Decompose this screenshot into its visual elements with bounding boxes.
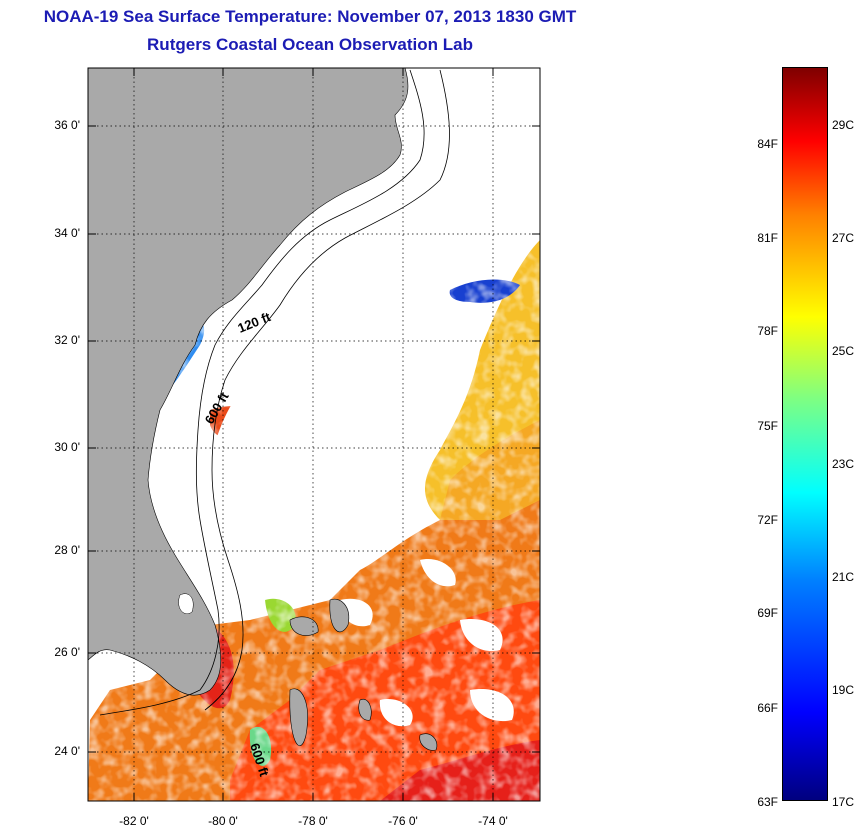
colorbar-fahrenheit-label: 75F [757,419,778,433]
lon-label: -82 0' [119,814,149,828]
colorbar-celsius-label: 27C [832,231,855,245]
lat-label: 24 0' [54,744,80,758]
map-frame [87,67,541,802]
colorbar-fahrenheit-label: 81F [757,231,778,245]
colorbar-celsius-label: 23C [832,457,855,471]
map-subtitle: Rutgers Coastal Ocean Observation Lab [147,35,473,54]
axis-ticks [88,68,540,801]
colorbar-fahrenheit-label: 63F [757,795,778,809]
colorbar-celsius-label: 21C [832,570,855,584]
colorbar-celsius-label: 29C [832,118,855,132]
lon-label: -76 0' [388,814,418,828]
graticule [88,68,540,801]
colorbar-fahrenheit-label: 72F [757,513,778,527]
lon-label: -78 0' [298,814,328,828]
lon-label: -80 0' [208,814,238,828]
lake-okeechobee [178,593,194,614]
lat-label: 36 0' [54,118,80,132]
colorbar-celsius-label: 25C [832,344,855,358]
lat-label: 32 0' [54,333,80,347]
colorbar-celsius-label: 19C [832,683,855,697]
colorbar-fahrenheit-label: 69F [757,606,778,620]
lat-label: 34 0' [54,226,80,240]
colorbar-fahrenheit-label: 78F [757,324,778,338]
lat-label: 28 0' [54,543,80,557]
lat-label: 26 0' [54,645,80,659]
bahamas-islands [289,598,438,751]
lat-label: 30 0' [54,440,80,454]
lon-label: -74 0' [478,814,508,828]
isobath-contours [99,69,450,716]
cloud-cover [200,230,514,727]
map-title: NOAA-19 Sea Surface Temperature: Novembe… [43,7,577,26]
colorbar-fahrenheit-label: 66F [757,701,778,715]
temperature-colorbar [782,67,828,801]
colorbar-celsius-label: 17C [832,795,855,809]
colorbar-fahrenheit-label: 84F [757,137,778,151]
land-mass [88,68,409,696]
